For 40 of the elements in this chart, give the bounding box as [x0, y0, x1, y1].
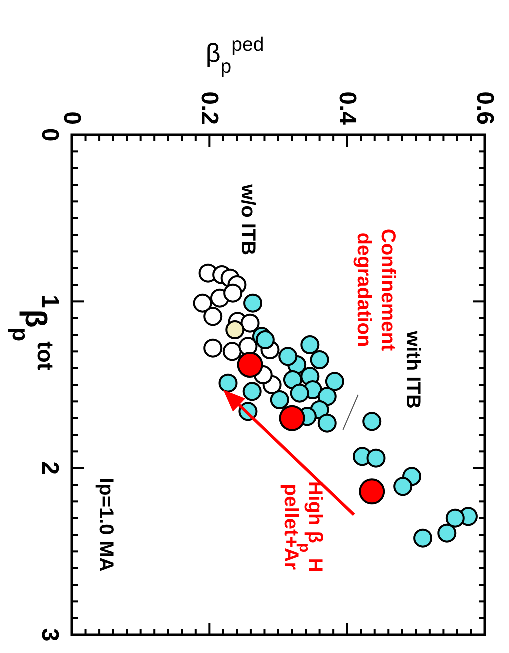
point [438, 524, 457, 543]
text: with ITB [402, 330, 424, 409]
point [242, 382, 262, 402]
x-tick-label: 0.4 [334, 92, 361, 126]
point [318, 414, 337, 433]
point [204, 307, 223, 326]
point [446, 508, 465, 528]
point [244, 294, 263, 313]
point [226, 320, 245, 340]
text: w/o ITB [237, 183, 259, 256]
point [278, 347, 298, 366]
point [290, 384, 310, 403]
y-tick-label: 0 [36, 128, 64, 142]
point [222, 342, 242, 362]
point [359, 478, 386, 505]
point [325, 372, 344, 392]
x-tick-label: 0.6 [472, 92, 498, 125]
y-tick-label: 3 [36, 628, 64, 642]
point [224, 284, 243, 303]
point [362, 412, 382, 432]
y-tick-label: 2 [36, 462, 64, 476]
point [394, 477, 413, 496]
annotation: Confinement degradation [353, 228, 399, 352]
annotation: Ip=1.0 MA [95, 478, 117, 572]
point [237, 352, 264, 378]
x-tick-label: 0 [58, 112, 86, 125]
y-tick-label: 1 [36, 294, 64, 308]
point [310, 350, 330, 370]
point [366, 448, 386, 468]
point [300, 336, 320, 354]
point [270, 390, 290, 410]
point [414, 528, 433, 548]
point [279, 405, 306, 432]
point [283, 370, 302, 390]
point [256, 330, 275, 350]
point [218, 374, 238, 393]
point [193, 294, 212, 313]
x-tick-label: 0.2 [196, 92, 224, 125]
point [240, 314, 260, 333]
point [204, 338, 223, 358]
